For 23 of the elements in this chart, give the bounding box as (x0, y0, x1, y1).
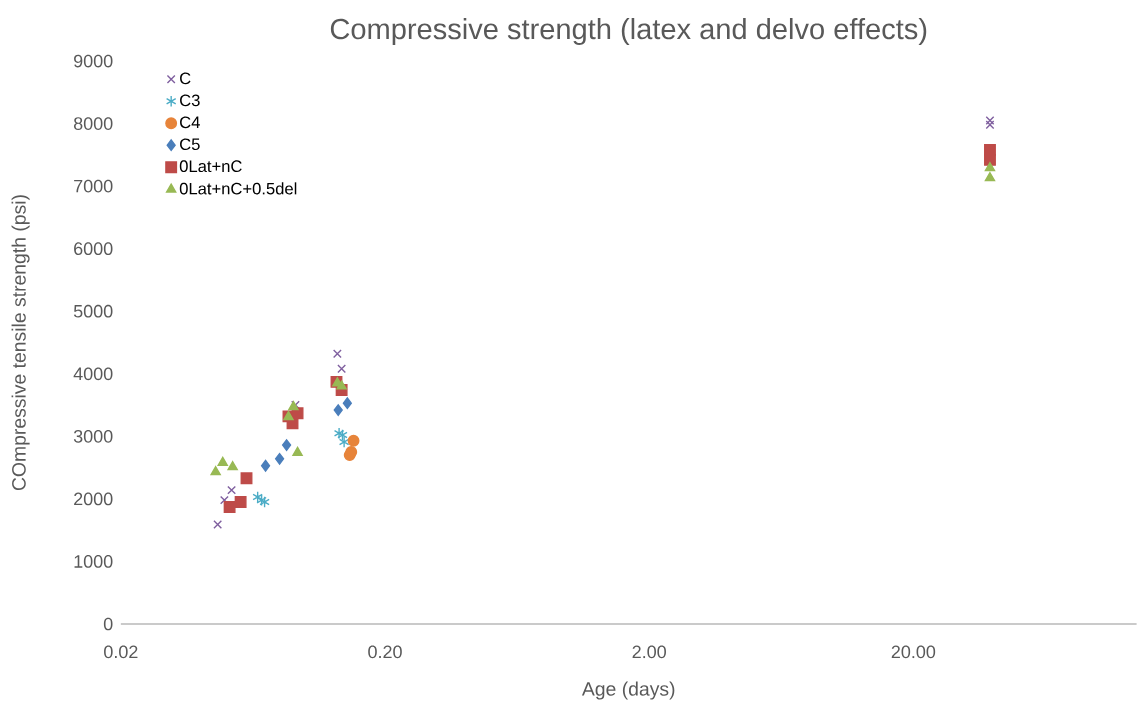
y-tick-label: 2000 (74, 492, 113, 506)
legend-label: C3 (180, 94, 200, 107)
x-tick-label: 20.00 (891, 645, 936, 659)
legend-label: 0Lat+nC+0.5del (179, 182, 297, 195)
y-tick-label: 1000 (74, 555, 113, 568)
y-tick-label: 9000 (74, 54, 113, 68)
y-axis-title: COmpressive tensile strength (psi) (11, 195, 30, 491)
x-tick-label: 0.02 (104, 645, 138, 659)
y-tick-label: 4000 (73, 367, 113, 381)
y-tick-label: 3000 (73, 430, 113, 443)
y-tick-label: 5000 (73, 304, 113, 318)
x-axis-title: Age (days) (581, 681, 675, 700)
x-tick-label: 0.20 (368, 645, 402, 659)
y-tick-label: 7000 (74, 179, 113, 193)
y-tick-label: 6000 (74, 242, 113, 256)
y-tick-label: 8000 (73, 117, 113, 130)
x-tick-label: 2.00 (632, 645, 666, 659)
legend-label: C4 (180, 116, 200, 129)
legend-label: 0Lat+nC (179, 160, 242, 173)
legend-label: C5 (180, 138, 200, 151)
legend-label: C (180, 72, 191, 85)
chart-title: Compressive strength (latex and delvo effects) (330, 18, 927, 46)
y-tick-label: 0 (103, 617, 113, 631)
